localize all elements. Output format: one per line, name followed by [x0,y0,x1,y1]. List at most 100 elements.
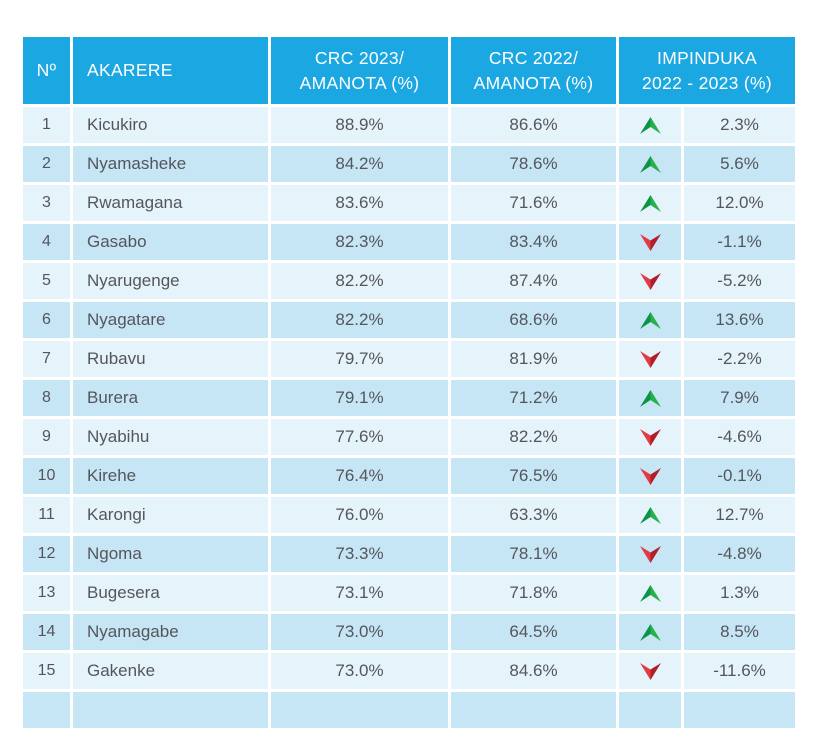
trend-cell [619,536,681,572]
down-arrow-icon [639,428,661,446]
header-label: Nº [36,60,57,81]
change-cell: 7.9% [684,380,795,416]
change-cell: -5.2% [684,263,795,299]
rank-cell: 11 [23,497,70,533]
crc-2022-cell: 71.6% [451,185,616,221]
district-cell: Bugesera [73,575,268,611]
district-cell: Nyabihu [73,419,268,455]
table-row-partial [23,692,795,728]
rank-cell: 8 [23,380,70,416]
crc-2023-cell: 82.2% [271,302,448,338]
table-row: 11 Karongi 76.0% 63.3% 12.7% [23,497,795,533]
crc-2022-cell: 76.5% [451,458,616,494]
up-arrow-icon [639,311,661,329]
change-cell: -4.6% [684,419,795,455]
crc-2022-cell: 68.6% [451,302,616,338]
up-arrow-icon [639,155,661,173]
header-cell-crc-2023: CRC 2023/ AMANOTA (%) [271,37,448,104]
table-row: 3 Rwamagana 83.6% 71.6% 12.0% [23,185,795,221]
change-cell: -0.1% [684,458,795,494]
district-results-table: Nº AKARERE CRC 2023/ AMANOTA (%) CRC 202… [23,37,795,731]
header-label-line2: AMANOTA (%) [299,72,420,93]
crc-2022-cell: 82.2% [451,419,616,455]
crc-2023-cell: 83.6% [271,185,448,221]
table-row: 2 Nyamasheke 84.2% 78.6% 5.6% [23,146,795,182]
crc-2023-cell: 76.4% [271,458,448,494]
change-cell: 12.0% [684,185,795,221]
crc-2022-cell: 78.1% [451,536,616,572]
trend-cell [619,224,681,260]
up-arrow-icon [639,389,661,407]
trend-cell [619,575,681,611]
crc-2022-cell: 64.5% [451,614,616,650]
rank-cell: 2 [23,146,70,182]
up-arrow-icon [639,194,661,212]
header-cell-akarere: AKARERE [73,37,268,104]
crc-2022-cell: 84.6% [451,653,616,689]
header-label-line1: CRC 2023/ [314,48,405,68]
rank-cell: 14 [23,614,70,650]
rank-cell: 7 [23,341,70,377]
change-cell [684,692,795,728]
rank-cell: 1 [23,107,70,143]
down-arrow-icon [639,545,661,563]
crc-2022-cell: 83.4% [451,224,616,260]
change-cell: 8.5% [684,614,795,650]
change-cell: -2.2% [684,341,795,377]
trend-cell [619,380,681,416]
rank-cell: 6 [23,302,70,338]
change-cell: -1.1% [684,224,795,260]
rank-cell: 13 [23,575,70,611]
header-label: AKARERE [87,60,173,81]
rank-cell: 3 [23,185,70,221]
crc-2022-cell: 71.8% [451,575,616,611]
up-arrow-icon [639,116,661,134]
district-cell [73,692,268,728]
table-row: 14 Nyamagabe 73.0% 64.5% 8.5% [23,614,795,650]
crc-2023-cell [271,692,448,728]
header-cell-crc-2022: CRC 2022/ AMANOTA (%) [451,37,616,104]
table-row: 5 Nyarugenge 82.2% 87.4% -5.2% [23,263,795,299]
table-row: 12 Ngoma 73.3% 78.1% -4.8% [23,536,795,572]
up-arrow-icon [639,623,661,641]
crc-2023-cell: 73.3% [271,536,448,572]
change-cell: -4.8% [684,536,795,572]
crc-2022-cell: 63.3% [451,497,616,533]
down-arrow-icon [639,350,661,368]
crc-2022-cell: 81.9% [451,341,616,377]
down-arrow-icon [639,467,661,485]
district-cell: Kirehe [73,458,268,494]
up-arrow-icon [639,584,661,602]
crc-2023-cell: 84.2% [271,146,448,182]
down-arrow-icon [639,272,661,290]
table-row: 6 Nyagatare 82.2% 68.6% 13.6% [23,302,795,338]
district-cell: Gasabo [73,224,268,260]
change-cell: 1.3% [684,575,795,611]
table-row: 13 Bugesera 73.1% 71.8% 1.3% [23,575,795,611]
trend-cell [619,458,681,494]
rank-cell: 5 [23,263,70,299]
crc-2023-cell: 82.3% [271,224,448,260]
trend-cell [619,614,681,650]
trend-cell [619,497,681,533]
district-cell: Rwamagana [73,185,268,221]
table-row: 15 Gakenke 73.0% 84.6% -11.6% [23,653,795,689]
crc-2022-cell: 86.6% [451,107,616,143]
district-cell: Kicukiro [73,107,268,143]
table-row: 1 Kicukiro 88.9% 86.6% 2.3% [23,107,795,143]
table-body: 1 Kicukiro 88.9% 86.6% 2.3% 2 Nyamasheke 84.2% 7… [23,107,795,728]
change-cell: 12.7% [684,497,795,533]
header-label-line1: IMPINDUKA [657,48,757,68]
district-cell: Nyarugenge [73,263,268,299]
crc-2023-cell: 79.1% [271,380,448,416]
change-cell: 2.3% [684,107,795,143]
trend-cell [619,653,681,689]
table-row: 7 Rubavu 79.7% 81.9% -2.2% [23,341,795,377]
change-cell: 5.6% [684,146,795,182]
rank-cell: 9 [23,419,70,455]
rank-cell: 12 [23,536,70,572]
crc-2022-cell: 71.2% [451,380,616,416]
crc-2022-cell: 87.4% [451,263,616,299]
up-arrow-icon [639,506,661,524]
crc-2023-cell: 76.0% [271,497,448,533]
